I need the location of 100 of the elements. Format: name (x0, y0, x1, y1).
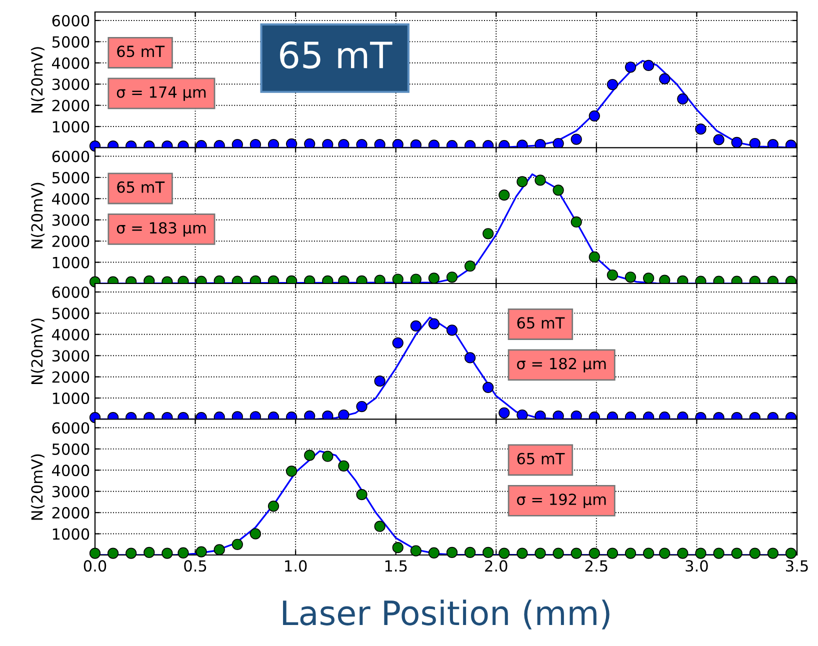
point (606, 269, 618, 281)
point (516, 548, 528, 559)
annotation: σ = 174 μm (116, 86, 206, 101)
point (250, 528, 262, 540)
annotation: σ = 183 μm (116, 222, 206, 237)
y-tick-label: 4000 (52, 464, 90, 476)
point (498, 189, 510, 201)
y-axis-title: N(20mV) (30, 318, 45, 384)
y-tick-label: 5000 (52, 308, 90, 320)
y-tick-label: 5000 (52, 443, 90, 455)
y-tick-label: 2000 (52, 236, 90, 248)
x-axis-title: Laser Position (mm) (283, 600, 610, 630)
point (643, 548, 654, 559)
x-tick-label: 2.5 (585, 560, 608, 572)
point (695, 124, 706, 135)
annotation: 65 mT (117, 46, 165, 58)
point (428, 272, 440, 284)
x-tick-label: 1.0 (285, 560, 307, 572)
point (482, 228, 494, 240)
y-tick-label: 6000 (52, 150, 90, 162)
y-tick-label: 6000 (52, 422, 90, 434)
y-tick-label: 4000 (52, 57, 90, 69)
point (464, 260, 476, 272)
point (446, 546, 458, 558)
x-tick-label: 3.0 (686, 560, 708, 572)
point (196, 546, 207, 558)
point (713, 548, 724, 559)
point (713, 134, 724, 146)
point (410, 320, 422, 332)
y-tick-label: 5000 (52, 172, 90, 184)
point (731, 136, 742, 148)
point (374, 520, 386, 532)
point (731, 548, 742, 559)
y-tick-label: 3000 (52, 214, 90, 226)
y-tick-label: 1000 (52, 121, 90, 133)
point (588, 548, 600, 559)
point (643, 272, 654, 284)
point (570, 548, 582, 559)
point (606, 78, 618, 90)
point (498, 548, 510, 559)
point (446, 324, 458, 336)
y-tick-label: 6000 (52, 14, 90, 27)
point (428, 318, 440, 330)
point (107, 548, 119, 559)
point (534, 174, 546, 186)
point (624, 62, 636, 73)
point (588, 110, 600, 122)
point (534, 548, 546, 559)
point (570, 216, 582, 228)
point (356, 488, 368, 500)
point (374, 376, 386, 387)
point (304, 450, 316, 461)
point (482, 546, 494, 558)
point (643, 60, 654, 72)
y-tick-label: 3000 (52, 350, 90, 362)
y-tick-label: 4000 (52, 193, 90, 205)
point (695, 548, 706, 559)
point (785, 548, 797, 559)
point (162, 548, 173, 559)
y-tick-label: 5000 (52, 36, 90, 48)
point (659, 73, 670, 84)
y-axis-title: N(20mV) (30, 182, 45, 248)
y-tick-label: 4000 (52, 328, 90, 340)
point (89, 548, 101, 559)
y-axis-title: N(20mV) (30, 454, 45, 520)
y-tick-label: 1000 (52, 392, 90, 404)
text: 65 mT (280, 41, 392, 69)
point (516, 176, 528, 188)
annotation: σ = 182 μm (517, 358, 606, 372)
annotation: 65 mT (117, 181, 165, 193)
point (268, 500, 280, 512)
point (767, 548, 778, 559)
point (749, 548, 760, 559)
point (464, 546, 476, 558)
point (214, 544, 225, 556)
point (570, 134, 582, 145)
y-tick-label: 2000 (52, 371, 90, 383)
point (392, 542, 404, 554)
point (286, 466, 298, 477)
point (392, 337, 404, 348)
point (410, 545, 422, 556)
point (428, 547, 440, 558)
y-tick-label: 2000 (52, 507, 90, 519)
point (624, 548, 636, 559)
point (356, 400, 368, 412)
point (588, 251, 600, 263)
point (126, 548, 137, 559)
point (338, 460, 350, 472)
y-tick-label: 3000 (52, 78, 90, 90)
y-tick-label: 1000 (52, 528, 90, 540)
point (659, 548, 670, 559)
y-tick-label: 2000 (52, 100, 90, 112)
x-tick-label: 0.5 (184, 560, 206, 572)
point (144, 546, 155, 558)
point (464, 352, 476, 364)
point (606, 548, 618, 559)
x-tick-label: 0.0 (84, 560, 106, 572)
point (624, 272, 636, 283)
point (552, 548, 564, 559)
point (677, 93, 688, 105)
